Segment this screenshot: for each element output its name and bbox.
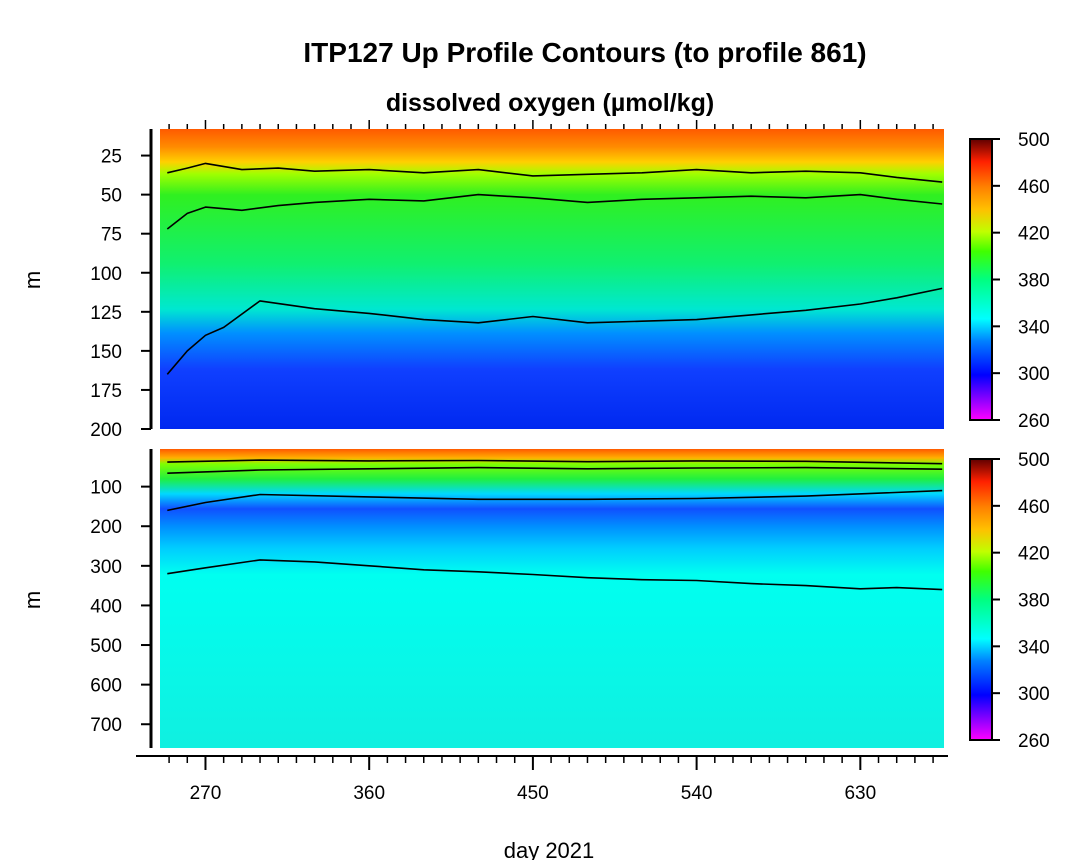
upper-heatmap-field bbox=[160, 129, 944, 429]
y-tick-label: 500 bbox=[90, 636, 122, 657]
chart-subtitle: dissolved oxygen (µmol/kg) bbox=[386, 89, 714, 117]
colorbar-tick-label: 460 bbox=[1018, 177, 1050, 198]
contour-line-340 bbox=[167, 559, 943, 591]
colorbar-tick-label: 380 bbox=[1018, 591, 1050, 612]
lower-y-axis: 100 200 300 400 500 600 700 bbox=[90, 478, 151, 736]
upper-colorbar bbox=[969, 138, 993, 421]
y-tick-label: 700 bbox=[90, 715, 122, 736]
upper-y-axis: 25 50 75 100 125 150 175 200 bbox=[90, 147, 151, 441]
y-tick-label: 300 bbox=[90, 557, 122, 578]
y-tick-label: 200 bbox=[90, 420, 122, 441]
contour-line-340 bbox=[167, 489, 943, 512]
x-axis-label: day 2021 bbox=[504, 838, 595, 860]
upper-contours bbox=[166, 162, 943, 375]
lower-y-axis-label: m bbox=[20, 591, 45, 609]
contour-line-380 bbox=[167, 466, 943, 474]
y-tick-label: 100 bbox=[90, 478, 122, 499]
colorbar-tick-label: 300 bbox=[1018, 364, 1050, 385]
colorbar-tick-label: 420 bbox=[1018, 544, 1050, 565]
lower-panel: 100 200 300 400 500 600 700 m 500 460 420 380 340 3… bbox=[20, 449, 1050, 752]
y-tick-label: 150 bbox=[90, 342, 122, 363]
y-tick-label: 100 bbox=[90, 264, 122, 285]
upper-top-ticks bbox=[168, 120, 934, 129]
x-axis: 270 360 450 540 630 bbox=[136, 755, 948, 804]
y-tick-label: 200 bbox=[90, 517, 122, 538]
y-tick-label: 125 bbox=[90, 303, 122, 324]
contour-line-340 bbox=[166, 287, 943, 375]
colorbar-tick-label: 380 bbox=[1018, 271, 1050, 292]
upper-colorbar-ticks: 500 460 420 380 340 300 260 bbox=[992, 130, 1050, 432]
x-tick-label: 360 bbox=[353, 783, 385, 804]
colorbar-tick-label: 340 bbox=[1018, 637, 1050, 658]
x-tick-label: 630 bbox=[844, 783, 876, 804]
y-tick-label: 50 bbox=[101, 186, 122, 207]
x-tick-label: 450 bbox=[517, 783, 549, 804]
colorbar-tick-label: 420 bbox=[1018, 224, 1050, 245]
chart-title: ITP127 Up Profile Contours (to profile 8… bbox=[303, 37, 866, 68]
lower-colorbar-ticks: 500 460 420 380 340 300 260 bbox=[992, 450, 1050, 752]
colorbar-tick-label: 460 bbox=[1018, 497, 1050, 518]
y-tick-label: 25 bbox=[101, 147, 122, 168]
lower-contours bbox=[167, 459, 943, 591]
y-tick-label: 75 bbox=[101, 225, 122, 246]
y-tick-label: 175 bbox=[90, 381, 122, 402]
colorbar-tick-label: 340 bbox=[1018, 317, 1050, 338]
contour-line-420 bbox=[167, 459, 943, 465]
contour-line-420 bbox=[167, 162, 943, 183]
x-tick-label: 270 bbox=[190, 783, 222, 804]
upper-panel: 25 50 75 100 125 150 175 200 m 500 460 420 380 340 3… bbox=[20, 120, 1050, 441]
colorbar-tick-label: 300 bbox=[1018, 684, 1050, 705]
y-tick-label: 600 bbox=[90, 676, 122, 697]
lower-colorbar bbox=[969, 458, 993, 741]
contour-line-380 bbox=[166, 193, 943, 230]
lower-heatmap-field bbox=[160, 449, 944, 748]
colorbar-tick-label: 500 bbox=[1018, 450, 1050, 471]
colorbar-tick-label: 260 bbox=[1018, 731, 1050, 752]
y-tick-label: 400 bbox=[90, 596, 122, 617]
x-tick-label: 540 bbox=[681, 783, 713, 804]
upper-y-axis-label: m bbox=[20, 271, 45, 289]
colorbar-tick-label: 260 bbox=[1018, 411, 1050, 432]
colorbar-tick-label: 500 bbox=[1018, 130, 1050, 151]
